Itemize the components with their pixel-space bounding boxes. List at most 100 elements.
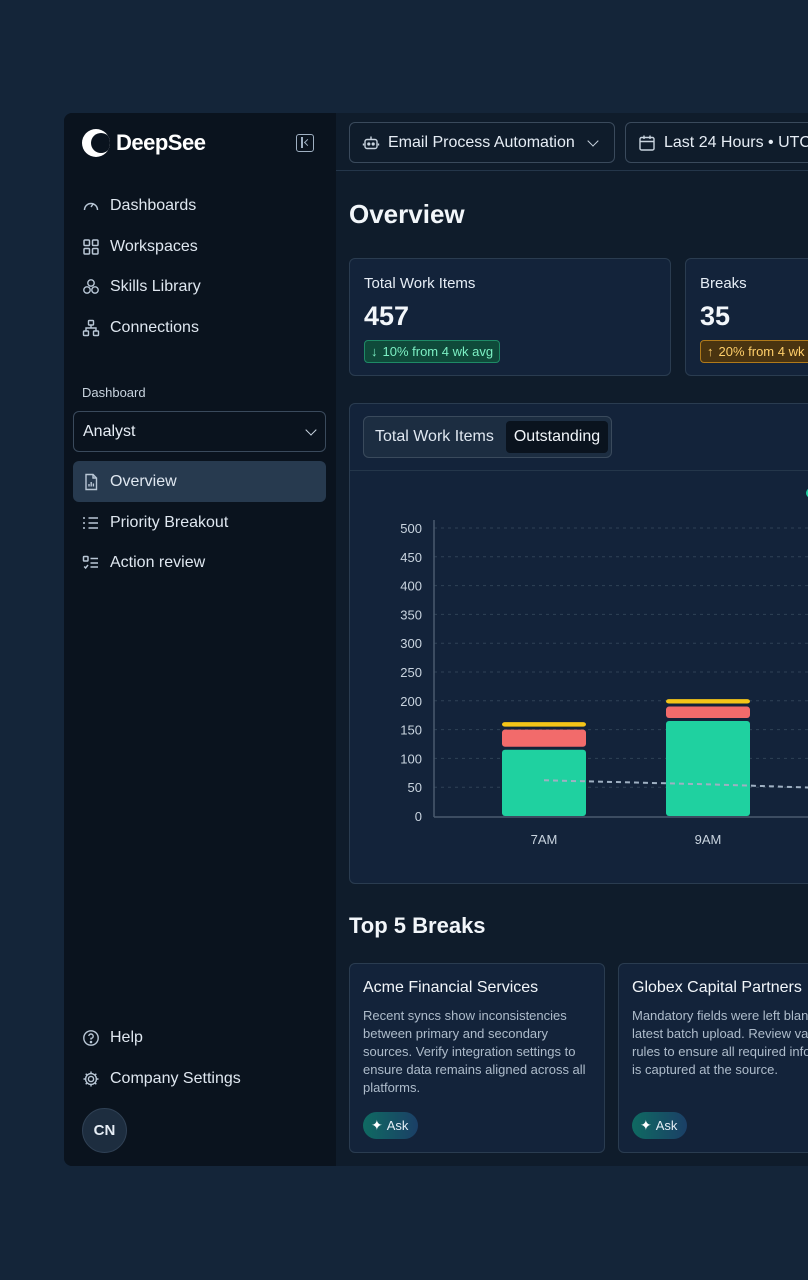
nav-item-skills-library[interactable]: Skills Library (82, 273, 201, 301)
bar-segment (666, 699, 750, 704)
nav-item-priority-breakout[interactable]: Priority Breakout (82, 509, 228, 537)
process-select[interactable]: Email Process Automation (349, 122, 615, 163)
stacked-bar-chart: 0501001502002503003504004505007AM9AM11AM (400, 520, 808, 847)
trend-text: 20% from 4 wk avg (718, 344, 808, 359)
stat-value: 457 (364, 301, 410, 331)
app-name: DeepSee (116, 130, 206, 155)
nav-item-connections[interactable]: Connections (82, 314, 199, 342)
tab-outstanding[interactable]: Outstanding (505, 421, 609, 453)
y-tick-label: 150 (400, 723, 422, 738)
tab-total-work-items[interactable]: Total Work Items (375, 428, 494, 445)
bar-segment (502, 749, 586, 816)
y-tick-label: 350 (400, 607, 422, 622)
ask-label: Ask (386, 1118, 409, 1133)
trend-up-badge: ↑ 20% from 4 wk avg (700, 340, 808, 363)
stat-value: 35 (700, 301, 731, 331)
grid-icon (82, 238, 100, 256)
time-range-value: Last 24 Hours • UTC (664, 133, 808, 151)
active-item-highlight (73, 461, 326, 502)
nav-item-label: Help (110, 1029, 143, 1046)
section-title: Top 5 Breaks (349, 913, 486, 938)
bar-segment (502, 722, 586, 727)
nav-item-company-settings[interactable]: Company Settings (82, 1065, 241, 1093)
y-tick-label: 200 (400, 694, 422, 709)
ask-button[interactable]: ✦ Ask (363, 1112, 419, 1139)
legend-marker (806, 488, 808, 498)
y-tick-label: 400 (400, 579, 422, 594)
y-tick-label: 450 (400, 550, 422, 565)
trend-down-badge: ↓ 10% from 4 wk avg (364, 340, 501, 363)
x-tick-label: 9AM (695, 832, 722, 847)
break-description: Recent syncs show inconsistencies betwee… (363, 1008, 586, 1095)
dashboard-select-value: Analyst (83, 422, 136, 440)
chevron-down-icon (305, 423, 317, 436)
checklist-icon (82, 554, 100, 572)
process-select-value: Email Process Automation (388, 133, 575, 151)
ask-button[interactable]: ✦ Ask (632, 1112, 688, 1139)
nav-item-label: Company Settings (110, 1070, 241, 1087)
break-card[interactable]: Globex Capital Partners Mandatory fields… (618, 963, 808, 1153)
nav-item-dashboards[interactable]: Dashboards (82, 192, 196, 220)
nav-item-label: Action review (110, 554, 206, 571)
nav-item-help[interactable]: Help (82, 1024, 143, 1052)
cubes-icon (82, 278, 100, 296)
network-icon (82, 319, 100, 337)
calendar-icon (639, 135, 655, 151)
nav-item-label: Workspaces (110, 238, 198, 255)
nav-item-label: Priority Breakout (110, 514, 229, 531)
y-tick-label: 500 (400, 521, 422, 536)
page-title: Overview (349, 199, 465, 229)
deepsee-logo-icon (82, 129, 110, 157)
app-window: DeepSee Dashboards Workspaces Skills Lib… (64, 113, 808, 1166)
nav-item-label: Dashboards (110, 197, 197, 214)
x-tick-label: 7AM (531, 832, 558, 847)
dashboard-select[interactable]: Analyst (73, 411, 326, 452)
nav-item-overview[interactable]: Overview (82, 468, 177, 496)
help-icon (82, 1029, 100, 1047)
gear-icon (82, 1070, 100, 1088)
stat-label: Breaks (700, 275, 747, 292)
nav-item-workspaces[interactable]: Workspaces (82, 233, 198, 261)
y-tick-label: 100 (400, 751, 422, 766)
break-card[interactable]: Acme Financial Services Recent syncs sho… (349, 963, 605, 1153)
sparkle-icon: ✦ (640, 1117, 652, 1133)
robot-icon (362, 136, 380, 149)
list-icon (82, 514, 100, 532)
nav-item-label: Skills Library (110, 278, 201, 295)
report-icon (82, 473, 100, 491)
nav-item-label: Connections (110, 319, 199, 336)
break-title: Acme Financial Services (363, 979, 539, 996)
y-tick-label: 250 (400, 665, 422, 680)
divider (350, 470, 808, 471)
bar-segment (666, 706, 750, 718)
trend-text: 10% from 4 wk avg (382, 344, 494, 359)
main-content: Email Process Automation Last 24 Hours •… (336, 113, 808, 1166)
trend-line (543, 779, 808, 789)
arrow-up-icon: ↑ (707, 344, 714, 359)
stat-card-breaks[interactable]: Breaks 35 ↑ 20% from 4 wk avg (685, 258, 808, 376)
nav-item-label: Overview (110, 473, 177, 490)
dashboard-section-label: Dashboard (82, 385, 146, 400)
topbar: Email Process Automation Last 24 Hours •… (336, 113, 808, 171)
collapse-sidebar-icon[interactable] (296, 134, 314, 152)
chevron-down-icon (587, 134, 599, 147)
ask-label: Ask (655, 1118, 678, 1133)
nav-item-action-review[interactable]: Action review (82, 549, 205, 577)
logo[interactable]: DeepSee (82, 129, 206, 157)
bar-segment (502, 729, 586, 747)
y-tick-label: 0 (415, 809, 422, 824)
chart-tab-group: Total Work Items Outstanding (363, 416, 613, 458)
stat-card-total-work-items[interactable]: Total Work Items 457 ↓ 10% from 4 wk avg (349, 258, 671, 376)
avatar[interactable]: CN (82, 1108, 127, 1153)
stat-label: Total Work Items (364, 275, 476, 292)
sparkle-icon: ✦ (371, 1117, 383, 1133)
arrow-down-icon: ↓ (371, 344, 378, 359)
bar-segment (666, 720, 750, 816)
time-range-select[interactable]: Last 24 Hours • UTC (625, 122, 808, 163)
break-title: Globex Capital Partners (632, 979, 802, 996)
chart-card: Total Work Items Outstanding 0 50 100 150 20… (349, 403, 808, 884)
y-tick-label: 50 (408, 780, 422, 795)
sidebar: DeepSee Dashboards Workspaces Skills Lib… (64, 113, 336, 1166)
y-tick-label: 300 (400, 636, 422, 651)
gauge-icon (82, 197, 100, 215)
